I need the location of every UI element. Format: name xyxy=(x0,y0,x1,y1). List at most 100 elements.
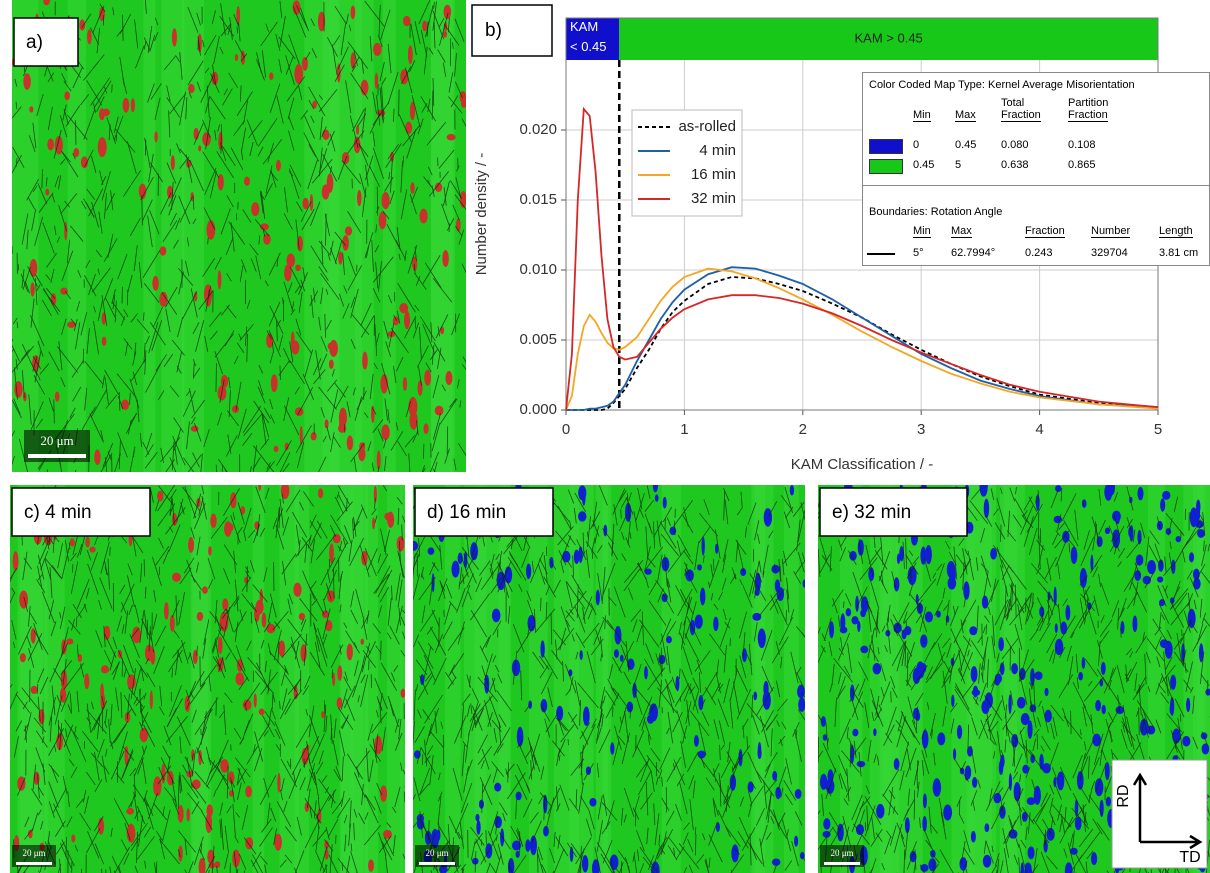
boundary xyxy=(118,865,122,873)
boundary xyxy=(154,625,167,647)
boundary xyxy=(646,485,651,499)
boundary xyxy=(396,497,403,505)
boundary xyxy=(140,705,145,713)
boundary xyxy=(32,122,37,149)
boundary xyxy=(308,99,315,110)
boundary xyxy=(269,83,281,113)
boundary xyxy=(475,707,485,726)
boundary xyxy=(329,240,334,255)
boundary xyxy=(202,258,216,277)
boundary xyxy=(1046,855,1058,870)
boundary xyxy=(853,740,857,759)
boundary xyxy=(586,531,589,540)
boundary xyxy=(313,771,320,799)
spot xyxy=(445,371,453,386)
boundary xyxy=(627,587,634,601)
spot xyxy=(423,423,429,435)
boundary xyxy=(713,768,717,782)
boundary xyxy=(550,613,553,645)
boundary xyxy=(662,506,673,523)
boundary xyxy=(566,842,577,858)
boundary xyxy=(255,486,266,514)
boundary xyxy=(375,565,391,594)
boundary xyxy=(130,667,137,699)
boundary xyxy=(82,789,87,803)
spot xyxy=(1081,656,1086,669)
boundary xyxy=(646,754,660,773)
boundary xyxy=(375,224,378,233)
spot xyxy=(153,776,162,797)
boundary xyxy=(303,132,320,162)
boundary xyxy=(909,593,922,608)
boundary xyxy=(701,711,710,727)
boundary xyxy=(193,836,204,866)
boundary xyxy=(1117,561,1122,568)
boundary xyxy=(1155,675,1163,695)
boundary xyxy=(114,453,121,472)
boundary xyxy=(121,602,127,615)
boundary xyxy=(999,487,1003,494)
boundary xyxy=(58,341,63,371)
boundary xyxy=(124,610,129,634)
boundary xyxy=(703,499,710,515)
boundary xyxy=(688,775,695,790)
boundary xyxy=(754,584,757,599)
spot xyxy=(1076,771,1084,790)
boundary xyxy=(222,657,227,672)
boundary xyxy=(582,596,593,620)
boundary xyxy=(127,575,135,607)
boundary xyxy=(237,502,245,525)
boundary xyxy=(367,640,376,658)
boundary xyxy=(983,647,987,671)
spot xyxy=(1055,485,1062,493)
boundary xyxy=(275,524,285,550)
boundary xyxy=(147,792,158,820)
boundary xyxy=(673,847,676,857)
boundary xyxy=(878,551,891,581)
boundary xyxy=(1113,514,1121,537)
boundary xyxy=(437,791,443,802)
boundary xyxy=(439,581,446,592)
boundary xyxy=(683,550,694,565)
spot xyxy=(998,637,1004,652)
spot xyxy=(293,582,302,597)
boundary xyxy=(156,830,164,842)
boundary xyxy=(241,150,244,161)
boundary xyxy=(172,435,186,466)
boundary xyxy=(379,87,384,121)
boundary xyxy=(32,764,37,790)
boundary xyxy=(313,622,320,652)
boundary xyxy=(738,816,750,839)
boundary xyxy=(422,323,435,353)
boundary xyxy=(56,236,61,243)
boundary xyxy=(281,493,284,504)
boundary xyxy=(387,294,393,304)
boundary xyxy=(422,255,441,284)
boundary xyxy=(735,544,738,563)
boundary xyxy=(619,716,623,725)
boundary xyxy=(34,278,38,306)
boundary xyxy=(344,671,348,681)
boundary xyxy=(315,534,336,561)
boundary xyxy=(545,585,551,596)
boundary xyxy=(269,399,273,410)
boundary xyxy=(1133,581,1139,606)
boundary xyxy=(298,272,308,295)
boundary xyxy=(1091,516,1099,538)
boundary xyxy=(330,644,344,669)
boundary xyxy=(24,281,30,294)
boundary xyxy=(362,619,368,640)
spot xyxy=(747,781,754,793)
boundary xyxy=(72,386,82,402)
boundary xyxy=(988,607,991,616)
boundary xyxy=(462,573,465,584)
boundary xyxy=(322,634,328,646)
boundary xyxy=(268,302,281,327)
boundary xyxy=(431,422,441,452)
boundary xyxy=(977,636,983,644)
boundary xyxy=(437,796,442,826)
boundary xyxy=(143,790,148,802)
boundary xyxy=(274,728,281,740)
boundary xyxy=(147,25,153,53)
spot xyxy=(64,91,70,101)
